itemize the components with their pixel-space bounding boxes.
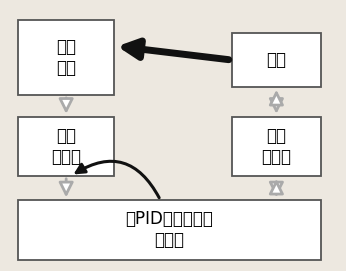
FancyBboxPatch shape: [231, 33, 321, 87]
FancyArrowPatch shape: [76, 161, 159, 198]
FancyBboxPatch shape: [231, 117, 321, 176]
Text: 数据
采集器: 数据 采集器: [51, 127, 81, 166]
Text: 转速
信号: 转速 信号: [56, 38, 76, 77]
FancyBboxPatch shape: [18, 200, 321, 260]
FancyBboxPatch shape: [18, 117, 115, 176]
Text: 电机: 电机: [266, 51, 286, 69]
FancyBboxPatch shape: [18, 20, 115, 95]
Text: （PID控制模型）
计算机: （PID控制模型） 计算机: [126, 211, 213, 249]
Text: 电机
控制器: 电机 控制器: [261, 127, 291, 166]
